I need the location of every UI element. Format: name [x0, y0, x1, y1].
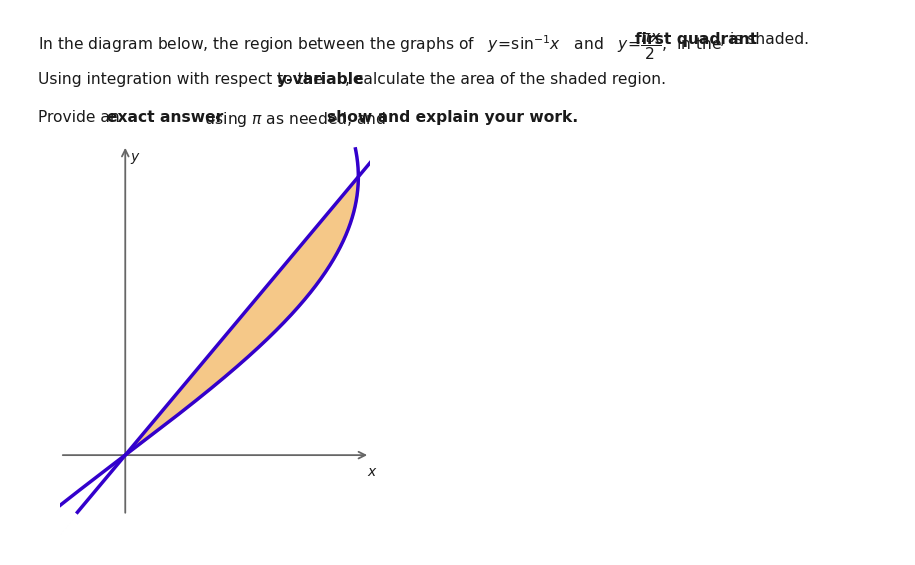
Text: first quadrant: first quadrant: [635, 32, 757, 47]
Text: y-variable: y-variable: [277, 72, 364, 87]
Text: y: y: [131, 150, 139, 164]
Text: Provide an: Provide an: [38, 110, 124, 125]
Text: show and explain your work.: show and explain your work.: [327, 110, 578, 125]
Text: Using integration with respect to the: Using integration with respect to the: [38, 72, 328, 87]
Text: exact answer: exact answer: [107, 110, 223, 125]
Text: , calculate the area of the shaded region.: , calculate the area of the shaded regio…: [345, 72, 666, 87]
Text: using $\pi$ as needed, and: using $\pi$ as needed, and: [200, 110, 388, 129]
Text: , is shaded.: , is shaded.: [720, 32, 809, 47]
Text: x: x: [368, 465, 376, 479]
Text: In the diagram below, the region between the graphs of   $y\!=\!\sin^{-1}\!x$   : In the diagram below, the region between…: [38, 32, 723, 62]
